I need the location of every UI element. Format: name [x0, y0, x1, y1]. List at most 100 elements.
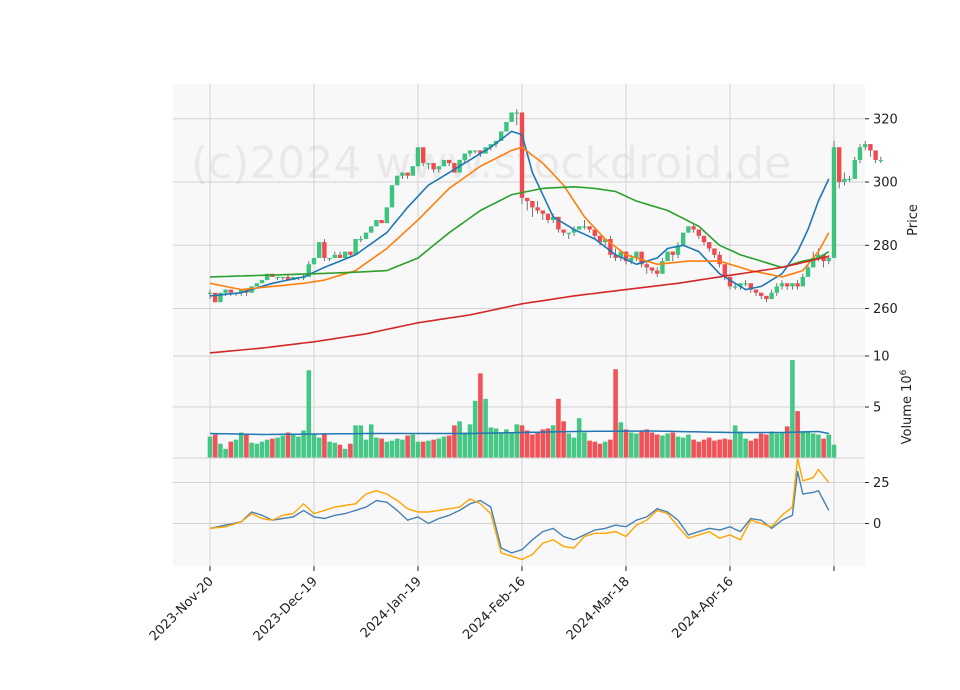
candle-body	[577, 226, 582, 230]
candle-body	[717, 254, 722, 265]
volume-bar	[649, 432, 655, 458]
x-tick-label: 2024-Apr-16	[669, 574, 736, 641]
volume-bar	[602, 441, 608, 458]
candle-body	[535, 207, 540, 211]
candle-body	[223, 289, 228, 293]
candle-body	[639, 251, 644, 265]
candle-body	[337, 254, 343, 258]
volume-bar	[561, 421, 566, 458]
volume-bar	[608, 439, 613, 458]
volume-ma-line	[209, 430, 829, 436]
candle-body	[525, 197, 530, 202]
volume-bar	[571, 437, 577, 458]
x-tick-label: 2024-Jan-19	[358, 574, 425, 641]
volume-bar	[280, 435, 286, 458]
candle-body	[686, 226, 691, 233]
candle-body	[655, 270, 660, 274]
volume-bar	[504, 429, 509, 458]
candle-body	[805, 267, 811, 277]
candle-body	[452, 163, 457, 173]
oscillator-lines	[209, 457, 830, 561]
volume-bar	[322, 433, 327, 458]
candle-body	[629, 257, 634, 262]
candle-body	[389, 185, 395, 208]
candle-body	[670, 251, 675, 255]
candle-body	[701, 235, 707, 243]
candle-body	[800, 276, 805, 287]
candle-body	[811, 257, 816, 268]
volume-bar	[628, 432, 634, 458]
candle-body	[369, 226, 374, 233]
volume-bar	[311, 434, 317, 458]
candle-body	[322, 242, 327, 258]
price-panel	[173, 84, 865, 356]
candle-body	[499, 131, 504, 141]
volume-bar	[587, 440, 592, 458]
volume-bar	[498, 433, 504, 458]
candle-body	[540, 210, 545, 214]
volume-bar	[332, 442, 338, 458]
volume-bar	[748, 440, 754, 458]
x-tick-label: 2024-Mar-18	[564, 574, 633, 643]
volume-bar	[550, 425, 556, 458]
volume-bar	[654, 434, 660, 458]
candle-body	[852, 159, 857, 179]
volume-bar	[316, 437, 322, 458]
oscillator-tick-label: 0	[873, 517, 881, 532]
moving-averages	[209, 130, 830, 354]
candle-body	[722, 264, 727, 277]
candle-body	[707, 242, 712, 249]
candle-body	[545, 213, 551, 220]
volume-bar	[613, 369, 618, 458]
candle-body	[280, 276, 285, 279]
volume-bar	[514, 424, 520, 458]
candle-body	[426, 163, 431, 165]
candle-body	[228, 289, 233, 293]
volume-bar	[452, 425, 457, 458]
candle-body	[603, 238, 608, 243]
candle-body	[348, 251, 353, 255]
volume-bar	[467, 424, 473, 458]
volume-bar	[670, 432, 676, 458]
volume-bar	[379, 438, 384, 458]
volume-bar	[618, 422, 624, 458]
candle-body	[488, 144, 493, 148]
volume-bar	[779, 432, 785, 458]
price-axis-label: Price	[906, 204, 921, 236]
candle-body	[218, 292, 223, 303]
volume-bar	[644, 429, 650, 458]
volume-bar	[244, 434, 249, 458]
x-tick-label: 2023-Nov-20	[147, 574, 217, 644]
candle-body	[733, 286, 738, 288]
candle-body	[410, 166, 415, 176]
candle-body	[681, 232, 686, 246]
volume-bar	[686, 434, 691, 458]
volume-bar	[270, 438, 275, 458]
candle-body	[785, 283, 790, 287]
volume-bar	[238, 432, 244, 458]
volume-bar	[805, 431, 811, 458]
volume-bar	[420, 441, 426, 458]
candle-body	[447, 159, 452, 164]
volume-bar	[535, 432, 540, 458]
oscillator-line	[209, 470, 830, 554]
volume-bar	[207, 436, 213, 458]
candle-body	[831, 147, 837, 258]
volume-tick-label: 10	[873, 350, 890, 365]
volume-bar	[597, 443, 603, 458]
volume-bar	[545, 428, 551, 458]
x-axis-ticks: 2023-Nov-20 2023-Dec-19 2024-Jan-19 2024-Fe…	[147, 566, 835, 644]
candle-body	[462, 153, 467, 160]
price-tick-label: 320	[873, 112, 898, 127]
volume-bar	[436, 438, 442, 458]
volume-bar	[483, 398, 488, 458]
candle-body	[727, 276, 733, 287]
candle-body	[311, 257, 317, 265]
candle-body	[696, 229, 701, 236]
candle-body	[857, 147, 863, 160]
volume-bar	[774, 433, 780, 458]
volume-bar	[337, 444, 343, 458]
candle-body	[473, 150, 478, 152]
volume-bar	[639, 431, 644, 458]
ma-line	[209, 255, 829, 354]
